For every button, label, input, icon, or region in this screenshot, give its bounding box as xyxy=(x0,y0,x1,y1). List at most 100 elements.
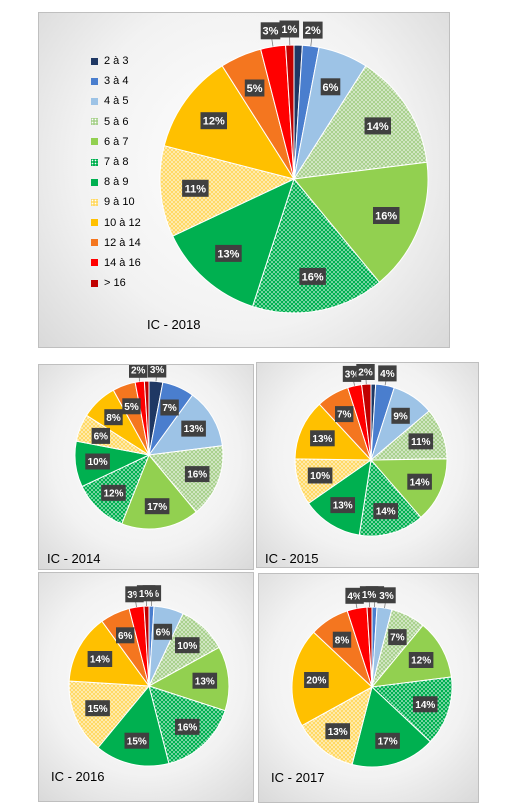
legend-swatch xyxy=(91,279,98,287)
legend-swatch xyxy=(91,259,98,267)
data-label-text: 14% xyxy=(376,507,396,518)
data-label-box xyxy=(408,652,434,668)
data-label-text: 17% xyxy=(147,502,167,513)
legend-item: 9 à 10 xyxy=(91,192,141,212)
data-label-text: 8% xyxy=(335,635,350,646)
legend-label: 14 à 16 xyxy=(104,256,141,269)
chart-title: IC - 2016 xyxy=(51,769,105,784)
data-label-box xyxy=(124,732,150,749)
data-label-box xyxy=(101,484,126,501)
data-label-box xyxy=(87,651,113,667)
legend-label: 12 à 14 xyxy=(104,236,141,249)
data-label-box xyxy=(310,430,335,447)
chart-panel-2018: 2% 6% 14% 16% 16% 13% 11% 12% 5% 3% 1% 2 à 3 3 à 4 4… xyxy=(38,12,450,348)
legend-swatch xyxy=(91,97,98,105)
data-label: 12% xyxy=(200,112,227,130)
data-label: 6% xyxy=(153,623,173,640)
data-label-text: 1% xyxy=(281,24,297,36)
data-label-box xyxy=(345,587,364,604)
data-label-box xyxy=(116,627,135,644)
pie-slice xyxy=(97,684,170,767)
chart-panel-2016: 1%6%10%13%16%15%15%14%6%3%1% IC - 2016 xyxy=(38,572,254,802)
data-label-text: 6% xyxy=(118,631,133,642)
data-label-text: 16% xyxy=(187,470,207,481)
data-label-text: 10% xyxy=(310,471,330,482)
data-label-text: 13% xyxy=(195,676,215,687)
legend-swatch xyxy=(91,219,98,227)
pie-slice xyxy=(163,65,296,180)
data-label-text: 1% xyxy=(139,589,154,600)
data-label-box xyxy=(373,503,398,520)
legend: 2 à 3 3 à 4 4 à 5 5 à 6 6 à 7 7 à 8 8 à 9 9 à 1… xyxy=(91,51,141,293)
legend-label: > 16 xyxy=(104,277,126,290)
legend-swatch xyxy=(91,138,98,146)
data-label: 2% xyxy=(303,21,323,39)
data-label-text: 1% xyxy=(362,590,377,601)
pie-slice xyxy=(172,178,295,308)
data-label: 12% xyxy=(101,484,126,501)
data-label: 12% xyxy=(408,652,434,668)
data-label-text: 11% xyxy=(411,437,431,448)
data-label-box xyxy=(375,732,400,749)
legend-swatch xyxy=(91,77,98,85)
data-label: 13% xyxy=(330,497,355,514)
data-label-text: 4% xyxy=(380,369,395,380)
data-label-box xyxy=(377,587,396,604)
data-label-box xyxy=(279,20,300,38)
data-label-text: 10% xyxy=(177,641,197,652)
legend-swatch xyxy=(91,178,98,186)
data-label: 14% xyxy=(373,503,398,520)
data-label: 6% xyxy=(91,427,110,444)
legend-label: 7 à 8 xyxy=(104,156,129,169)
data-label: 15% xyxy=(124,732,150,749)
data-label-text: 3% xyxy=(263,26,279,38)
data-label-text: 5% xyxy=(124,402,139,413)
data-label: 16% xyxy=(299,267,326,285)
data-label: 7% xyxy=(388,629,407,646)
data-label: 4% xyxy=(378,365,397,382)
data-label-text: 16% xyxy=(302,271,324,283)
legend-item: 6 à 7 xyxy=(91,132,141,152)
data-label: 10% xyxy=(307,467,333,484)
data-label-box xyxy=(244,79,265,97)
pie-slice xyxy=(147,646,230,712)
data-label-box xyxy=(303,21,323,39)
chart-title: IC - 2015 xyxy=(265,551,319,566)
data-label: 14% xyxy=(364,117,391,135)
data-label: 8% xyxy=(332,631,352,648)
pie-slice xyxy=(293,161,429,283)
pie-slice xyxy=(291,631,373,727)
legend-item: 3 à 4 xyxy=(91,71,141,91)
data-label: 6% xyxy=(320,78,341,96)
data-label: 4% xyxy=(345,587,364,604)
data-label-text: 11% xyxy=(185,183,207,195)
data-label-box xyxy=(200,112,227,130)
legend-label: 8 à 9 xyxy=(104,176,129,189)
data-label-text: 6% xyxy=(323,82,339,94)
data-label-text: 14% xyxy=(410,477,430,488)
data-label-text: 3% xyxy=(150,365,165,376)
data-label: 9% xyxy=(391,407,410,424)
data-label: 14% xyxy=(413,696,438,713)
data-label-text: 13% xyxy=(217,248,239,260)
data-label-text: 13% xyxy=(328,727,348,738)
pie-chart-2016: 1%6%10%13%16%15%15%14%6%3%1% xyxy=(68,585,230,767)
data-label-text: 14% xyxy=(367,121,389,133)
legend-item: 10 à 12 xyxy=(91,213,141,233)
data-label: 13% xyxy=(192,672,218,689)
data-label-text: 12% xyxy=(103,488,123,499)
pie-slice xyxy=(159,145,296,237)
data-label-text: 3% xyxy=(127,590,142,601)
legend-item: 12 à 14 xyxy=(91,233,141,253)
chart-panel-2014: 3% 7% 13% 16% 17% 12% 10% 6% 8% 5% 2% IC - 2014 xyxy=(38,364,254,570)
data-label-box xyxy=(373,207,400,224)
pie-chart-2018: 2% 6% 14% 16% 16% 13% 11% 12% 5% 3% 1% xyxy=(159,20,429,314)
data-label-box xyxy=(408,433,434,450)
data-label-text: 15% xyxy=(127,736,147,747)
legend-label: 4 à 5 xyxy=(104,95,129,108)
data-label-text: 14% xyxy=(415,700,435,711)
pie-slice xyxy=(366,606,373,688)
data-label-box xyxy=(104,409,123,426)
legend-swatch xyxy=(91,158,98,166)
data-label-box xyxy=(378,365,397,382)
